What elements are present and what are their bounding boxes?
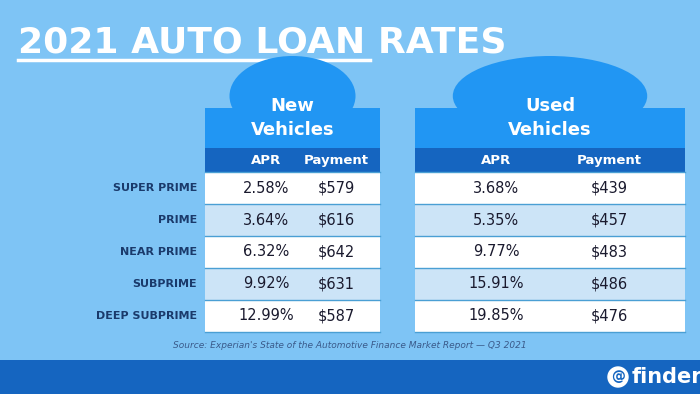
Text: $439: $439 [591,180,628,195]
Text: $616: $616 [318,212,355,227]
FancyBboxPatch shape [415,108,685,148]
Text: 3.64%: 3.64% [243,212,289,227]
Text: Source: Experian's State of the Automotive Finance Market Report — Q3 2021: Source: Experian's State of the Automoti… [173,342,527,351]
FancyBboxPatch shape [415,268,685,300]
Text: 2.58%: 2.58% [243,180,289,195]
Ellipse shape [453,56,648,136]
FancyBboxPatch shape [415,204,685,236]
Text: Payment: Payment [577,154,642,167]
Text: APR: APR [481,154,511,167]
Text: @: @ [611,370,625,384]
Text: $642: $642 [318,245,355,260]
Text: $457: $457 [591,212,628,227]
Circle shape [608,367,628,387]
Text: 3.68%: 3.68% [473,180,519,195]
FancyBboxPatch shape [205,236,380,268]
Text: New
Vehicles: New Vehicles [251,97,335,139]
FancyBboxPatch shape [415,172,685,204]
Text: finder: finder [632,367,700,387]
Text: 9.92%: 9.92% [243,277,289,292]
FancyBboxPatch shape [205,148,380,172]
FancyBboxPatch shape [415,148,685,172]
Text: SUPER PRIME: SUPER PRIME [113,183,197,193]
FancyBboxPatch shape [415,300,685,332]
Text: 12.99%: 12.99% [239,309,294,323]
Text: DEEP SUBPRIME: DEEP SUBPRIME [96,311,197,321]
Text: $483: $483 [591,245,628,260]
Text: $631: $631 [318,277,355,292]
FancyBboxPatch shape [205,108,380,148]
Text: APR: APR [251,154,281,167]
Text: 5.35%: 5.35% [473,212,519,227]
FancyBboxPatch shape [205,204,380,236]
Text: Used
Vehicles: Used Vehicles [508,97,592,139]
Text: PRIME: PRIME [158,215,197,225]
Text: $476: $476 [591,309,628,323]
Text: $486: $486 [591,277,628,292]
FancyBboxPatch shape [0,360,700,394]
Text: SUBPRIME: SUBPRIME [132,279,197,289]
Text: 6.32%: 6.32% [243,245,289,260]
Ellipse shape [230,56,356,136]
Text: $587: $587 [318,309,355,323]
Text: 9.77%: 9.77% [473,245,519,260]
Text: 2021 AUTO LOAN RATES: 2021 AUTO LOAN RATES [18,25,507,59]
FancyBboxPatch shape [415,236,685,268]
Text: 15.91%: 15.91% [468,277,524,292]
Text: 19.85%: 19.85% [468,309,524,323]
Text: NEAR PRIME: NEAR PRIME [120,247,197,257]
FancyBboxPatch shape [205,268,380,300]
Text: $579: $579 [318,180,355,195]
FancyBboxPatch shape [205,172,380,204]
FancyBboxPatch shape [205,300,380,332]
Text: Payment: Payment [304,154,369,167]
